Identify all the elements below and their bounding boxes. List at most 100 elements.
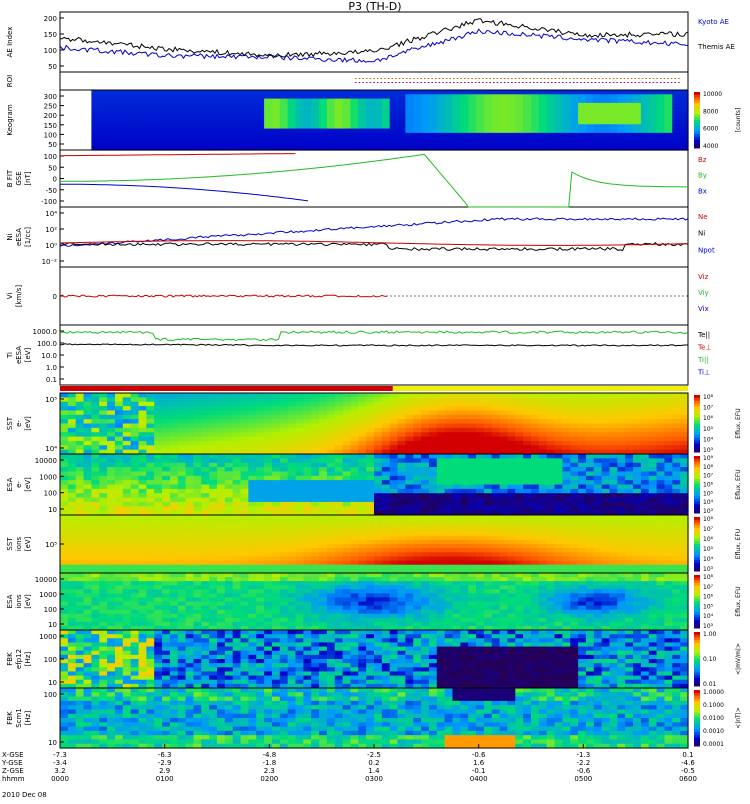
heatmap-cell [232,568,242,574]
heatmap-cell [248,128,257,134]
heatmap-cell [240,141,249,147]
heatmap-cell [162,445,171,451]
heatmap-cell [240,548,249,553]
heatmap-cell [177,406,187,412]
heatmap-cell [209,410,218,416]
heatmap-cell [515,488,524,494]
heatmap-cell [515,124,524,130]
heatmap-cell [146,132,155,138]
heatmap-cell [562,510,571,516]
heatmap-cell [279,458,289,464]
heatmap-cell [232,625,242,631]
heatmap-cell [287,467,297,473]
heatmap-cell [625,556,634,562]
heatmap-cell [146,128,155,134]
heatmap-cell [366,414,375,420]
heatmap-cell [311,497,320,503]
heatmap-cell [209,617,218,623]
heatmap-cell [601,427,611,433]
heatmap-cell [507,423,516,429]
heatmap-cell [366,531,375,537]
heatmap-cell [436,475,446,481]
heatmap-cell [177,137,187,143]
colorbar-tick: 10⁹ [703,455,714,462]
heatmap-cell [601,501,611,507]
heatmap-cell [138,94,147,100]
heatmap-cell [515,414,524,420]
heatmap-cell [342,406,352,412]
heatmap-cell [287,137,297,143]
heatmap-cell [256,601,265,607]
heatmap-cell [83,617,92,623]
heatmap-cell [601,436,611,442]
heatmap-cell [374,458,383,464]
heatmap-cell [358,471,367,477]
heatmap-cell [523,484,532,490]
heatmap-cell [256,493,265,499]
heatmap-cell [413,527,422,533]
heatmap-cell [138,568,147,574]
heatmap-cell [130,625,140,631]
heatmap-cell [499,493,509,499]
heatmap-cell [319,539,328,545]
heatmap-cell [381,527,391,533]
panel-ni [59,206,689,268]
heatmap-cell [585,458,595,464]
heatmap-cell [193,544,202,549]
heatmap-cell [507,506,516,512]
heatmap-cell [460,445,469,451]
heatmap-cell [114,617,124,623]
heatmap-cell [138,506,147,512]
heatmap-cell [162,497,171,503]
heatmap-cell [311,410,320,416]
heatmap-cell [319,427,328,433]
heatmap-cell [476,515,485,520]
heatmap-cell [483,124,493,130]
heatmap-cell [162,539,171,545]
heatmap-cell [217,449,226,455]
heatmap-cell [381,445,391,451]
heatmap-cell [264,124,273,130]
ytick-label: 10 [48,506,57,514]
heatmap-cell [201,519,210,524]
heatmap-cell [107,625,116,631]
heatmap-cell [75,423,85,429]
heatmap-cell [468,501,477,507]
heatmap-cell [303,556,312,562]
heatmap-cell [656,124,666,130]
heatmap-cell [428,531,438,537]
heatmap-cell [531,414,540,420]
heatmap-cell [358,397,367,403]
heatmap-cell [413,98,422,104]
heatmap-cell [405,484,414,490]
ytick-label: 1000 [39,473,57,481]
heatmap-cell [617,128,626,134]
heatmap-cell [256,141,265,147]
heatmap-cell [421,423,430,429]
heatmap-cell [279,124,289,130]
heatmap-cell [570,471,579,477]
heatmap-cell [578,90,587,95]
heatmap-cell [350,568,359,574]
heatmap-cell [609,510,618,516]
heatmap-cell [99,427,108,433]
heatmap-cell [507,141,516,147]
heatmap-cell [130,454,140,459]
heatmap-cell [162,568,171,574]
heatmap-cell [256,124,265,130]
heatmap-cell [240,552,249,558]
heatmap-cell [217,467,226,473]
colorbar-tick: 10⁶ [703,482,714,489]
heatmap-cell [625,544,634,549]
heatmap-cell [319,124,328,130]
heatmap-cell [326,471,336,477]
heatmap-cell [91,544,100,549]
heatmap-cell [334,519,344,524]
heatmap-cell [193,115,202,121]
heatmap-cell [326,419,336,425]
ylabel: Ni [6,233,14,240]
heatmap-cell [122,462,132,468]
heatmap-cell [193,107,202,113]
heatmap-cell [122,556,132,562]
heatmap-cell [397,445,406,451]
